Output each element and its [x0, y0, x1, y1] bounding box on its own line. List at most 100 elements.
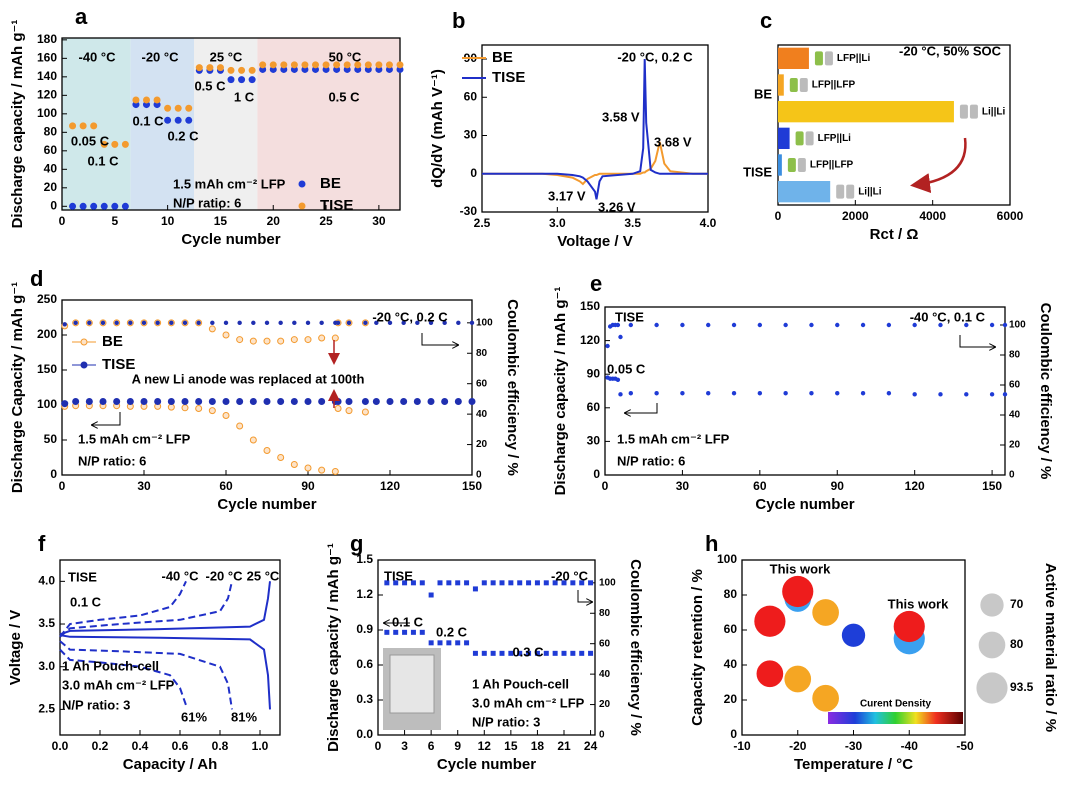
- data-point: [121, 202, 129, 210]
- x-tick-label: 90: [831, 479, 845, 493]
- annotation: 81%: [231, 709, 257, 724]
- data-point: [195, 398, 203, 405]
- y2-tick-label: 60: [599, 638, 611, 649]
- annotation: -20 °C, 0.2 C: [372, 309, 448, 324]
- data-point: [860, 391, 866, 396]
- colorbar-label: Curent Density: [860, 699, 932, 710]
- annotation: 3.26 V: [598, 199, 636, 214]
- series-label: 25 °C: [247, 568, 280, 583]
- y-tick-label: 60: [587, 400, 601, 414]
- bar: [778, 47, 809, 69]
- series-label: -20 °C: [206, 568, 244, 583]
- data-point: [446, 640, 452, 646]
- data-point: [251, 320, 256, 326]
- data-point: [111, 202, 119, 210]
- data-point: [964, 322, 969, 328]
- data-point: [428, 320, 434, 326]
- data-point: [206, 64, 214, 72]
- group-label: TISE: [743, 164, 772, 179]
- data-point: [387, 320, 393, 326]
- cell-icon: [799, 78, 808, 92]
- plot-frame: [61, 299, 473, 476]
- cell-icon: [969, 104, 978, 119]
- y-tick-label: 0: [50, 198, 57, 212]
- data-point: [249, 337, 257, 345]
- data-line: [59, 581, 271, 710]
- bar-label: LFP||LFP: [810, 160, 854, 171]
- data-point: [588, 650, 594, 656]
- data-point: [334, 398, 342, 405]
- x-tick-label: 6000: [997, 209, 1024, 223]
- legend-label: TISE: [102, 356, 135, 373]
- y-tick-label: 0: [593, 467, 600, 481]
- data-point: [605, 343, 610, 349]
- x-tick-label: -50: [956, 739, 974, 753]
- data-point: [415, 320, 420, 326]
- data-point: [472, 650, 478, 656]
- data-point: [731, 391, 737, 396]
- x-tick-label: -20: [789, 739, 807, 753]
- annotation: 1.5 mAh cm⁻² LFP: [173, 176, 286, 191]
- x-tick-label: 4.0: [700, 216, 717, 230]
- data-point: [236, 422, 244, 430]
- bubble: [812, 684, 839, 712]
- data-point: [280, 61, 288, 69]
- data-point: [248, 66, 256, 74]
- data-point: [222, 398, 230, 405]
- bar-label: LFP||Li: [837, 53, 871, 64]
- data-point: [111, 140, 119, 148]
- data-point: [72, 398, 80, 405]
- data-point: [835, 322, 840, 328]
- x-tick-label: 24: [584, 739, 598, 753]
- legend-label: BE: [492, 49, 513, 66]
- data-point: [208, 398, 216, 405]
- data-point: [363, 320, 368, 326]
- x-tick-label: 2.5: [474, 216, 491, 230]
- plot-frame: [741, 559, 966, 736]
- bubble: [782, 575, 814, 608]
- data-point: [290, 61, 298, 69]
- y-tick-label: 100: [717, 552, 737, 566]
- cell-icon: [959, 104, 968, 119]
- x-tick-label: 60: [219, 479, 233, 493]
- data-point: [401, 320, 406, 326]
- y-axis-label: Capacity retention / %: [689, 569, 706, 726]
- data-point: [680, 322, 685, 328]
- axis-arrow: [625, 403, 658, 413]
- data-point: [264, 320, 270, 326]
- bar: [778, 154, 782, 176]
- data-point: [579, 580, 585, 586]
- data-point: [121, 140, 129, 148]
- data-point: [222, 412, 230, 419]
- data-point: [886, 391, 892, 396]
- data-point: [588, 580, 594, 586]
- data-point: [141, 320, 147, 326]
- x-tick-label: 4000: [919, 209, 946, 223]
- data-point: [534, 580, 540, 586]
- y-tick-label: 4.0: [38, 574, 55, 588]
- y-tick-label: 200: [37, 327, 57, 341]
- x-tick-label: 120: [905, 479, 925, 493]
- y2-tick-label: 20: [1009, 440, 1021, 451]
- bubble: [754, 605, 786, 637]
- plot-frame: [59, 559, 281, 736]
- data-point: [809, 322, 814, 328]
- data-point: [164, 104, 172, 112]
- cell-icon: [824, 51, 833, 66]
- x-axis-label: Capacity / Ah: [123, 756, 217, 773]
- data-point: [61, 400, 69, 408]
- data-point: [570, 650, 576, 656]
- bubble: [756, 660, 784, 688]
- data-point: [181, 404, 189, 412]
- y-axis-label: Discharge capacity / mAh g⁻¹: [325, 543, 342, 752]
- data-point: [62, 322, 67, 327]
- series-label: -40 °C: [162, 568, 200, 583]
- data-point: [654, 322, 659, 328]
- y-tick-label: 3.5: [38, 616, 55, 630]
- x-tick-label: 0.2: [92, 739, 109, 753]
- data-point: [481, 580, 487, 586]
- x-axis-label: Cycle number: [181, 231, 280, 248]
- y2-tick-label: 40: [1009, 410, 1021, 421]
- data-point: [374, 320, 379, 326]
- data-point: [455, 640, 461, 646]
